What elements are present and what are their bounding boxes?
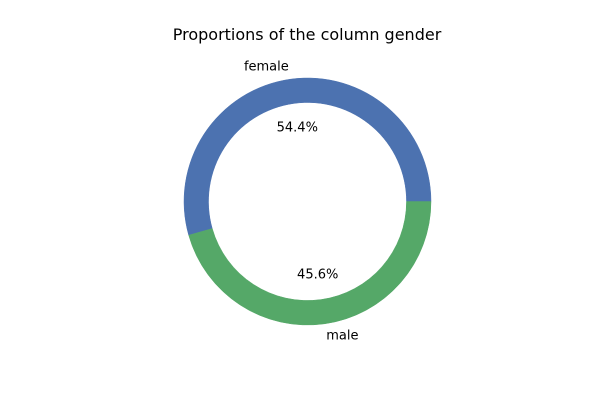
chart-title: Proportions of the column gender: [173, 25, 442, 44]
slices-group: [183, 77, 432, 326]
slice-label-male: male: [326, 329, 358, 344]
labels-group: female 54.4% male 45.6%: [244, 59, 359, 343]
slice-male: [188, 201, 432, 326]
slice-label-female: female: [244, 59, 289, 74]
slice-percent-female: 54.4%: [277, 121, 318, 136]
slice-percent-male: 45.6%: [297, 267, 338, 282]
slice-female: [183, 77, 432, 236]
